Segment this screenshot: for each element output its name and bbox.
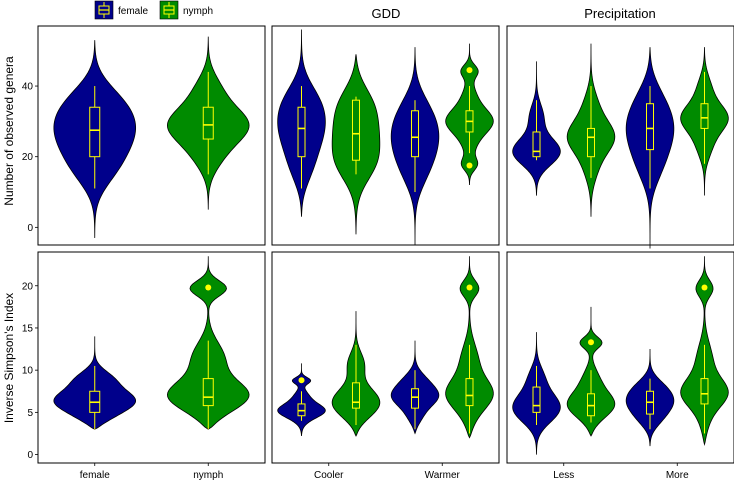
x-tick-label: Cooler — [314, 470, 344, 481]
outlier-point — [701, 284, 708, 291]
iqr-box — [202, 378, 214, 407]
violin-more-nymph — [680, 47, 729, 196]
y-tick-label: 40 — [22, 82, 34, 93]
panel-frame — [37, 251, 266, 464]
violin-more-female — [625, 47, 675, 249]
iqr-box — [586, 127, 595, 158]
violin-body — [680, 47, 729, 196]
violin-nymph-nymph — [166, 256, 250, 430]
violin-body — [512, 332, 561, 455]
violin-more-female — [625, 349, 675, 447]
iqr-box — [700, 378, 709, 405]
violin-cooler-nymph — [331, 311, 381, 437]
outlier-point — [205, 284, 212, 291]
y-tick-label: 15 — [22, 323, 34, 334]
legend-item-female: female — [94, 0, 148, 20]
y-tick-label: 5 — [27, 408, 33, 419]
x-tick-label: Less — [553, 470, 574, 481]
violin-warmer-female — [390, 340, 440, 435]
violin-body — [625, 47, 675, 249]
panel-3 — [506, 25, 734, 249]
y-axis-label-simpson: Inverse Simpson's Index — [2, 293, 16, 423]
violin-less-female — [512, 332, 561, 455]
iqr-box — [700, 103, 709, 129]
iqr-box — [465, 378, 474, 407]
violin-body — [445, 43, 494, 185]
violin-body — [331, 54, 381, 235]
panel-6: Less More — [506, 251, 734, 481]
outlier-point — [466, 162, 473, 169]
violin-cooler-female — [277, 363, 326, 437]
violin-nymph-nymph — [166, 36, 250, 210]
panel-2 — [271, 25, 500, 246]
violin-body — [166, 36, 250, 210]
panel-5: Cooler Warmer — [271, 251, 500, 481]
y-tick-label: 0 — [27, 450, 33, 461]
y-tick-label: 10 — [22, 366, 34, 377]
column-title-precipitation: Precipitation — [584, 6, 656, 21]
legend-label-female: female — [118, 6, 148, 17]
y-tick-label: 20 — [22, 152, 34, 163]
legend-label-nymph: nymph — [183, 6, 213, 17]
iqr-box — [351, 99, 360, 161]
panel-4: 0 5 10 15 20 female nymph — [22, 251, 266, 481]
iqr-box — [411, 388, 420, 409]
outlier-point — [466, 284, 473, 291]
violin-female-female — [53, 336, 137, 430]
x-tick-label: Warmer — [425, 470, 461, 481]
iqr-box — [297, 106, 306, 158]
violin-cooler-female — [277, 29, 326, 217]
iqr-box — [532, 131, 541, 158]
iqr-box — [89, 106, 101, 158]
iqr-box — [351, 382, 360, 409]
outlier-point — [298, 377, 305, 384]
x-tick-label: More — [666, 470, 689, 481]
violin-warmer-female — [390, 47, 440, 245]
iqr-box — [297, 403, 306, 417]
iqr-box — [586, 393, 595, 417]
violin-warmer-nymph — [445, 43, 494, 185]
iqr-box — [202, 106, 214, 140]
legend-item-nymph: nymph — [159, 0, 213, 20]
panels: 0 20 40 0 5 10 15 20 female nymph Cooler Warmer Less… — [22, 25, 734, 481]
violin-cooler-nymph — [331, 54, 381, 235]
x-tick-label: nymph — [193, 470, 223, 481]
violin-body — [625, 349, 675, 447]
violin-more-nymph — [680, 256, 729, 446]
violin-less-female — [512, 61, 561, 196]
iqr-box — [411, 110, 420, 158]
iqr-box — [646, 103, 655, 151]
violin-body — [566, 43, 616, 217]
violin-female-female — [53, 40, 137, 238]
violin-warmer-nymph — [445, 256, 494, 439]
violin-body — [277, 29, 326, 217]
y-tick-label: 0 — [27, 223, 33, 234]
violin-body — [53, 40, 137, 238]
y-axis-label-genera: Number of observed genera — [2, 56, 16, 206]
violin-less-nymph — [566, 306, 616, 437]
legend: female nymph — [94, 0, 213, 20]
column-title-gdd: GDD — [372, 6, 401, 21]
outlier-point — [466, 67, 473, 74]
iqr-box — [532, 386, 541, 413]
panel-1: 0 20 40 — [22, 25, 266, 246]
x-tick-label: female — [80, 470, 110, 481]
y-tick-label: 20 — [22, 281, 34, 292]
violin-body — [390, 47, 440, 245]
violin-less-nymph — [566, 43, 616, 217]
outlier-point — [587, 339, 594, 346]
